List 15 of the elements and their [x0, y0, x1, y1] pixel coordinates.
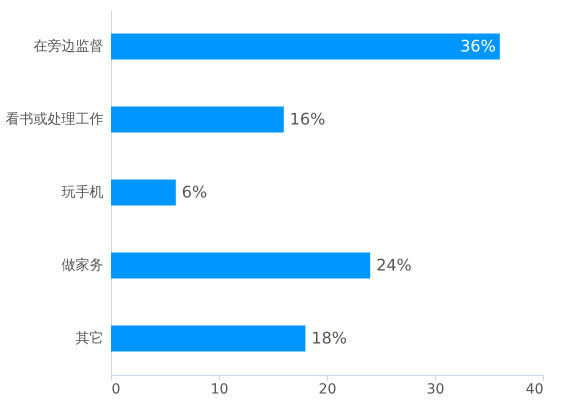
x-tick-label: 20 — [318, 382, 336, 398]
y-tick-label: 玩手机 — [62, 184, 104, 200]
y-tick-label: 在旁边监督 — [34, 38, 104, 54]
data-label: 16% — [290, 110, 326, 128]
x-tick-label: 10 — [210, 382, 228, 398]
x-tick-label: 40 — [526, 382, 544, 398]
y-tick-label: 做家务 — [62, 258, 104, 274]
data-label: 18% — [311, 328, 347, 348]
data-label: 24% — [376, 256, 412, 274]
data-label: 6% — [182, 182, 208, 202]
x-tick-label: 0 — [112, 382, 120, 398]
data-label: 36% — [460, 36, 496, 56]
x-tick-label: 30 — [426, 382, 444, 398]
y-tick-label: 看书或处理工作 — [6, 112, 104, 128]
y-tick-label: 其它 — [76, 330, 104, 346]
